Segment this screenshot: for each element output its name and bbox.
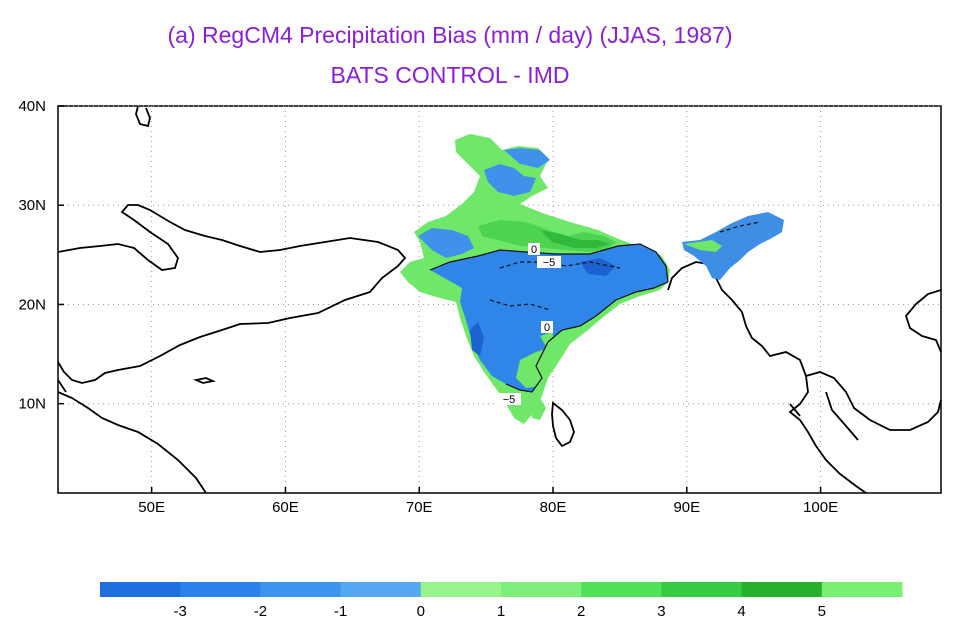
x-tick-label: 60E — [272, 499, 299, 516]
colorbar-swatch — [260, 582, 342, 597]
colorbar-swatch — [340, 582, 422, 597]
plot-title: (a) RegCM4 Precipitation Bias (mm / day)… — [167, 22, 733, 48]
colorbar-label: 3 — [657, 603, 665, 620]
colorbar-label: 4 — [737, 603, 745, 620]
colorbar-label: -3 — [174, 603, 187, 620]
colorbar-label: -1 — [334, 603, 347, 620]
colorbar-label: 5 — [818, 603, 826, 620]
graticule — [58, 105, 941, 493]
colorbar-label: 0 — [417, 603, 425, 620]
colorbar-swatch — [180, 582, 261, 597]
contour-label: −5 — [503, 394, 516, 406]
x-tick-label: 70E — [406, 499, 433, 516]
colorbar-swatch — [661, 582, 743, 597]
colorbar-swatch — [100, 582, 181, 597]
colorbar-label: 2 — [577, 603, 585, 620]
map-axes: 50E 60E 70E 80E 90E 100E 10N 20N 30N 40N — [18, 98, 838, 516]
y-tick-label: 20N — [18, 296, 46, 313]
colorbar-label: -2 — [254, 603, 267, 620]
y-tick-label: 30N — [18, 197, 46, 214]
contour-label: −5 — [543, 257, 556, 269]
x-tick-label: 100E — [803, 499, 838, 516]
colorbar-label: 1 — [497, 603, 505, 620]
colorbar-swatch — [420, 582, 502, 597]
y-tick-label: 10N — [18, 396, 46, 413]
precip-bias-field — [400, 134, 784, 424]
x-tick-label: 90E — [673, 499, 700, 516]
colorbar: -3 -2 -1 0 1 2 3 4 5 — [100, 582, 903, 620]
x-tick-label: 80E — [540, 499, 567, 516]
contour-label: 0 — [531, 244, 537, 256]
contour-labels: 0 −5 0 −5 — [497, 243, 561, 406]
plot-subtitle: BATS CONTROL - IMD — [330, 62, 570, 88]
y-tick-label: 40N — [18, 98, 46, 115]
coastlines — [57, 105, 942, 494]
x-tick-label: 50E — [138, 499, 165, 516]
colorbar-swatch — [501, 582, 582, 597]
contour-label: 0 — [544, 322, 550, 334]
colorbar-swatch — [821, 582, 903, 597]
colorbar-swatch — [581, 582, 662, 597]
colorbar-swatch — [741, 582, 823, 597]
